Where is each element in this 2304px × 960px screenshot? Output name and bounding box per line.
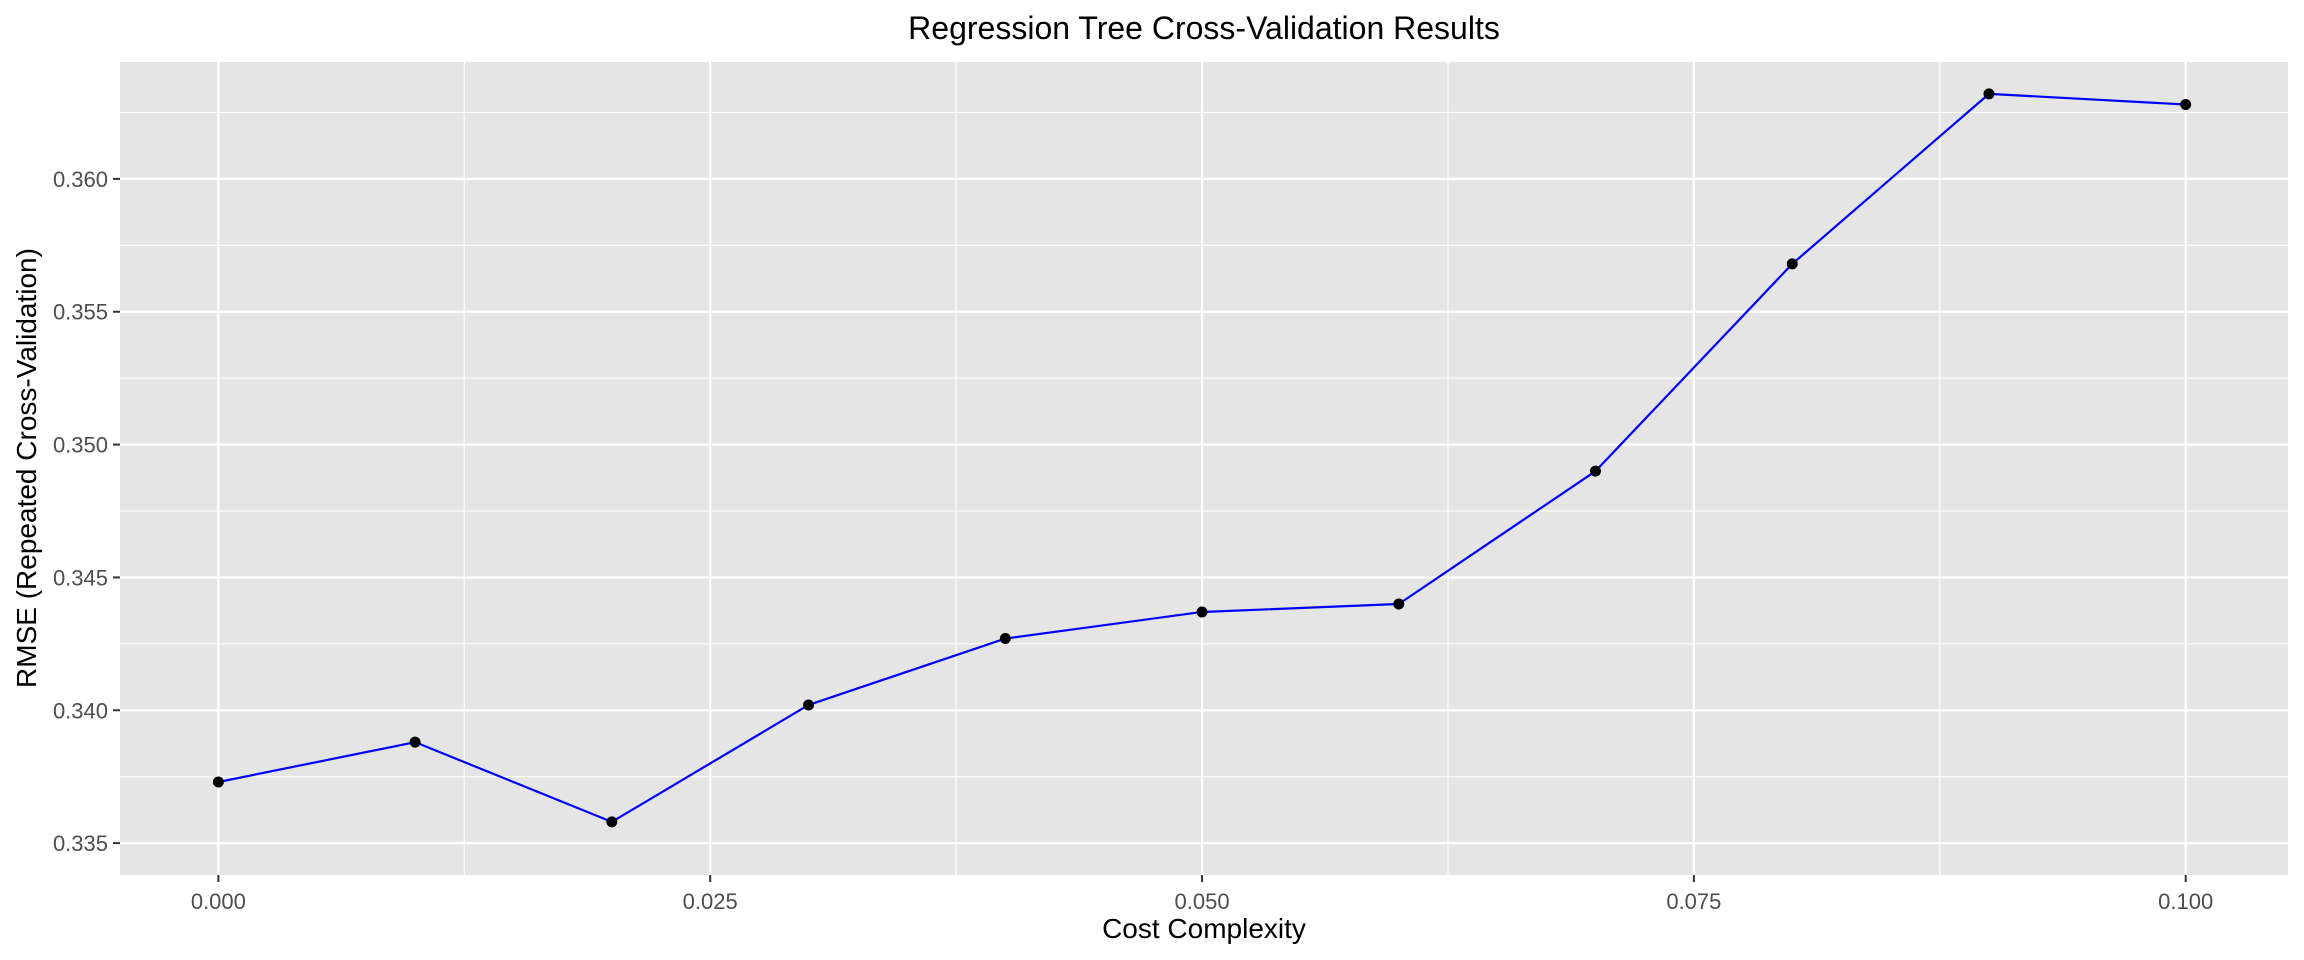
y-tick-label: 0.360 bbox=[53, 167, 108, 192]
x-tick-label: 0.025 bbox=[683, 889, 738, 914]
y-tick-label: 0.350 bbox=[53, 433, 108, 458]
x-tick-label: 0.000 bbox=[191, 889, 246, 914]
data-point bbox=[803, 699, 815, 711]
y-tick-label: 0.335 bbox=[53, 831, 108, 856]
data-point bbox=[2180, 99, 2192, 111]
data-point bbox=[212, 776, 224, 788]
minor-gridlines bbox=[120, 62, 2288, 875]
data-point bbox=[606, 816, 618, 828]
chart-title: Regression Tree Cross-Validation Results bbox=[908, 10, 1500, 46]
y-tick-label: 0.345 bbox=[53, 565, 108, 590]
data-point bbox=[1786, 258, 1798, 270]
x-axis-title: Cost Complexity bbox=[1102, 913, 1306, 944]
data-point bbox=[1589, 465, 1601, 477]
x-tick-label: 0.100 bbox=[2158, 889, 2213, 914]
data-point bbox=[409, 736, 421, 748]
y-axis-title: RMSE (Repeated Cross-Validation) bbox=[11, 248, 42, 688]
y-tick-label: 0.355 bbox=[53, 300, 108, 325]
major-gridlines bbox=[120, 62, 2288, 875]
data-point bbox=[1983, 88, 1995, 100]
series-layer bbox=[212, 88, 2192, 828]
plot-panel bbox=[120, 62, 2288, 875]
x-tick-label: 0.075 bbox=[1666, 889, 1721, 914]
y-axis: 0.335 0.340 0.345 0.350 0.355 0.360 bbox=[53, 167, 120, 856]
y-tick-label: 0.340 bbox=[53, 698, 108, 723]
data-point bbox=[1196, 606, 1208, 618]
data-point bbox=[999, 633, 1011, 645]
x-tick-label: 0.050 bbox=[1175, 889, 1230, 914]
data-point bbox=[1393, 598, 1405, 610]
x-axis: 0.000 0.025 0.050 0.075 0.100 bbox=[191, 875, 2213, 914]
